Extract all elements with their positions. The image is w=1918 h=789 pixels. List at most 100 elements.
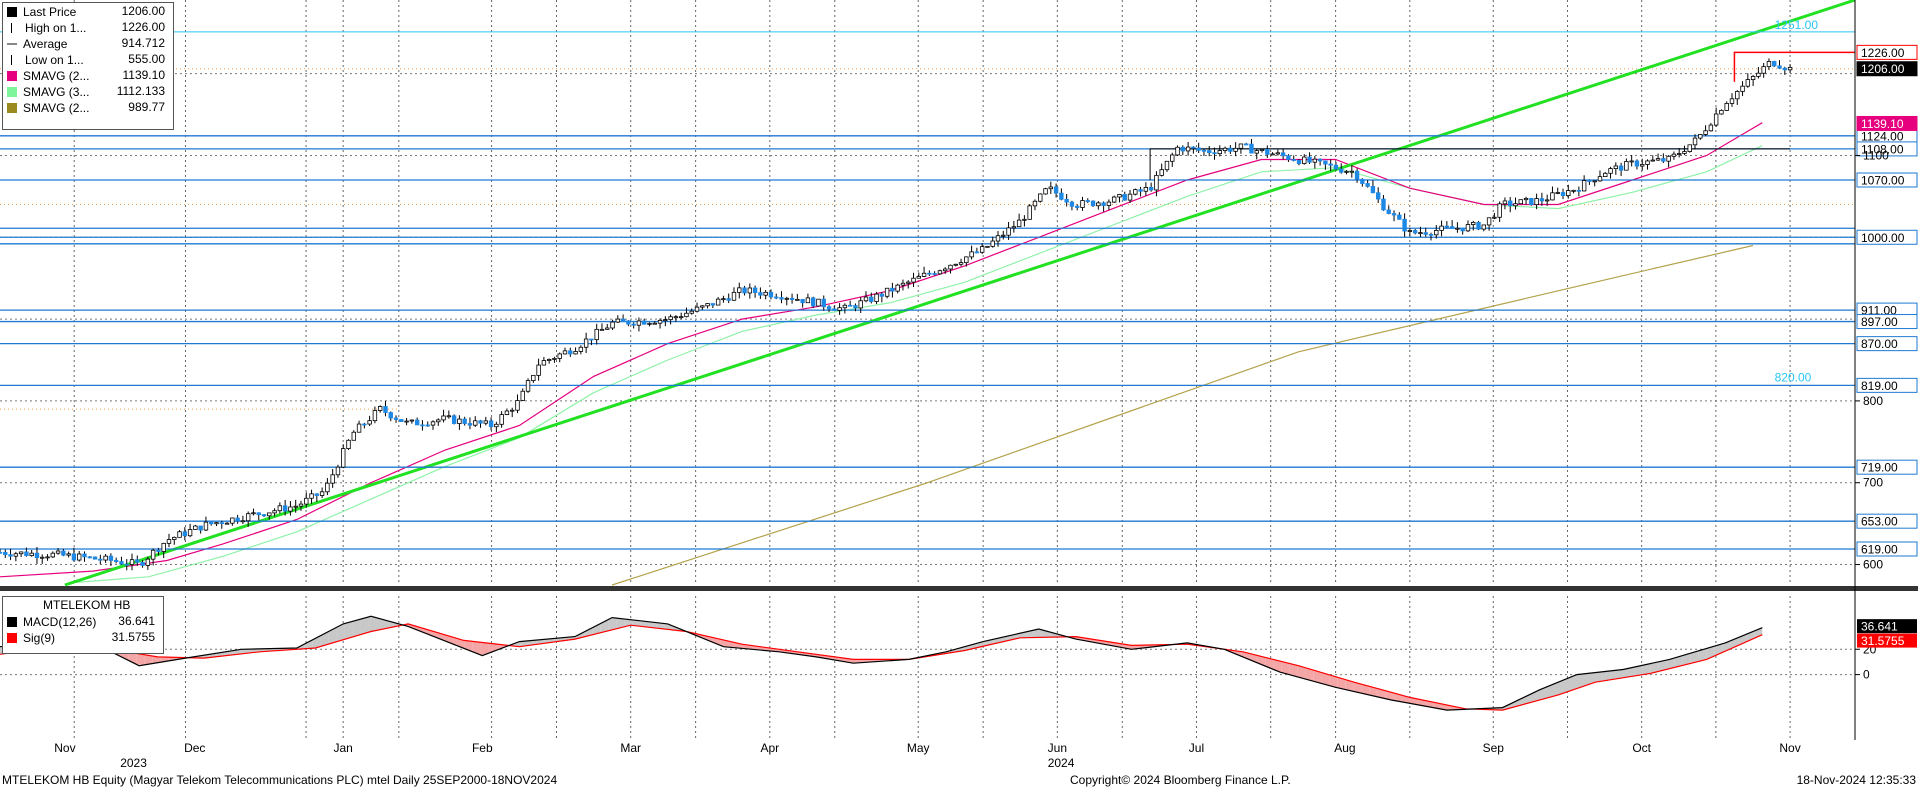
- candle-body: [55, 550, 61, 554]
- candle-body: [372, 410, 378, 422]
- candle-body: [911, 277, 916, 283]
- level-tag-label: 719.00: [1861, 461, 1898, 475]
- legend-swatch: [7, 86, 17, 97]
- candle-body: [647, 322, 652, 325]
- candle-body: [113, 560, 119, 562]
- candle-body: [594, 328, 599, 341]
- candle-body: [1122, 194, 1127, 201]
- candle-body: [66, 553, 71, 556]
- candle-body: [441, 415, 446, 421]
- candle-body: [1423, 232, 1428, 235]
- candle-body: [863, 296, 869, 302]
- candle-body: [1613, 165, 1619, 170]
- panel-separator: [0, 586, 1918, 591]
- candle-body: [1106, 201, 1112, 206]
- candle-body: [198, 525, 203, 531]
- legend-value: 555.00: [128, 52, 165, 66]
- macd-fill: [1553, 680, 1562, 697]
- candle-body: [1196, 147, 1201, 151]
- candle-body: [789, 297, 795, 300]
- macd-fill: [1337, 677, 1346, 690]
- candle-body: [1571, 189, 1576, 192]
- macd-fill: [1626, 667, 1635, 678]
- x-tick-label: Nov: [54, 741, 75, 755]
- candle-body: [742, 287, 747, 294]
- candle-body: [673, 316, 679, 319]
- macd-fill: [368, 616, 377, 633]
- candle-body: [795, 299, 800, 301]
- candle-body: [964, 256, 969, 264]
- candle-body: [1307, 156, 1312, 163]
- price-tag-label: 1226.00: [1861, 46, 1905, 60]
- candle-body: [330, 474, 335, 484]
- candle-body: [1576, 189, 1582, 192]
- level-tag-label: 897.00: [1861, 315, 1898, 329]
- candle-body: [71, 553, 77, 561]
- price-tag-label: 1139.10: [1861, 117, 1904, 131]
- candle-body: [927, 272, 932, 275]
- candle-body: [488, 420, 494, 428]
- candle-body: [1117, 194, 1122, 198]
- candle-body: [335, 466, 341, 476]
- candle-body: [890, 287, 895, 292]
- candle-body: [1566, 190, 1571, 197]
- candle-body: [610, 321, 615, 329]
- candle-body: [1001, 234, 1006, 237]
- candle-body: [1687, 144, 1692, 152]
- candle-body: [1370, 186, 1376, 194]
- candle-body: [605, 327, 610, 330]
- price-tag-label: 1206.00: [1861, 62, 1905, 76]
- candle-body: [282, 505, 288, 512]
- candle-body: [467, 423, 473, 426]
- legend-label: Low on 1...: [25, 52, 84, 67]
- x-tick-label: Jan: [333, 741, 352, 755]
- candle-body: [1629, 160, 1634, 163]
- y-tick-label: 0: [1863, 668, 1870, 682]
- candle-body: [784, 297, 789, 300]
- candle-body: [1349, 170, 1354, 173]
- footer-timestamp: 18-Nov-2024 12:35:33: [1796, 773, 1916, 787]
- candle-body: [1175, 146, 1180, 156]
- candle-body: [209, 521, 214, 525]
- candle-body: [1043, 188, 1048, 195]
- candle-body: [1059, 192, 1064, 200]
- macd-fill: [1449, 705, 1458, 710]
- candle-body: [1328, 163, 1333, 166]
- candle-body: [150, 549, 156, 560]
- macd-fill: [1690, 650, 1699, 664]
- candle-body: [388, 412, 393, 419]
- candle-body: [1127, 193, 1133, 201]
- candle-body: [985, 245, 990, 248]
- candle-body: [214, 522, 219, 525]
- candle-body: [478, 420, 483, 424]
- signal-line: [0, 623, 1763, 711]
- candle-body: [568, 350, 573, 355]
- macd-fill: [1273, 659, 1282, 673]
- macd-fill: [1561, 677, 1571, 694]
- macd-fill: [1666, 658, 1675, 670]
- footer-security: MTELEKOM HB Equity (Magyar Telekom Telec…: [2, 773, 558, 787]
- candle-body: [1529, 197, 1534, 206]
- candle-body: [1238, 143, 1244, 149]
- candle-body: [1550, 192, 1555, 201]
- sma-fast-line: [0, 122, 1763, 578]
- candle-body: [29, 552, 34, 557]
- candle-body: [425, 424, 430, 427]
- candle-body: [1465, 224, 1471, 232]
- macd-fill: [1642, 663, 1651, 675]
- candle-body: [663, 319, 668, 321]
- macd-fill: [1321, 672, 1330, 686]
- x-tick-label: Oct: [1632, 741, 1651, 755]
- candle-body: [1159, 169, 1164, 176]
- x-tick-label: Jun: [1048, 741, 1067, 755]
- candle-body: [1703, 130, 1708, 135]
- candle-body: [135, 559, 140, 563]
- candle-body: [1745, 79, 1751, 87]
- candle-body: [1096, 202, 1101, 207]
- candle-body: [1069, 201, 1075, 207]
- candle-body: [1428, 233, 1434, 236]
- candle-body: [668, 316, 673, 320]
- macd-fill: [632, 619, 641, 627]
- candle-body: [1075, 205, 1080, 208]
- macd-legend-item: Sig(9) 31.5755: [3, 629, 163, 645]
